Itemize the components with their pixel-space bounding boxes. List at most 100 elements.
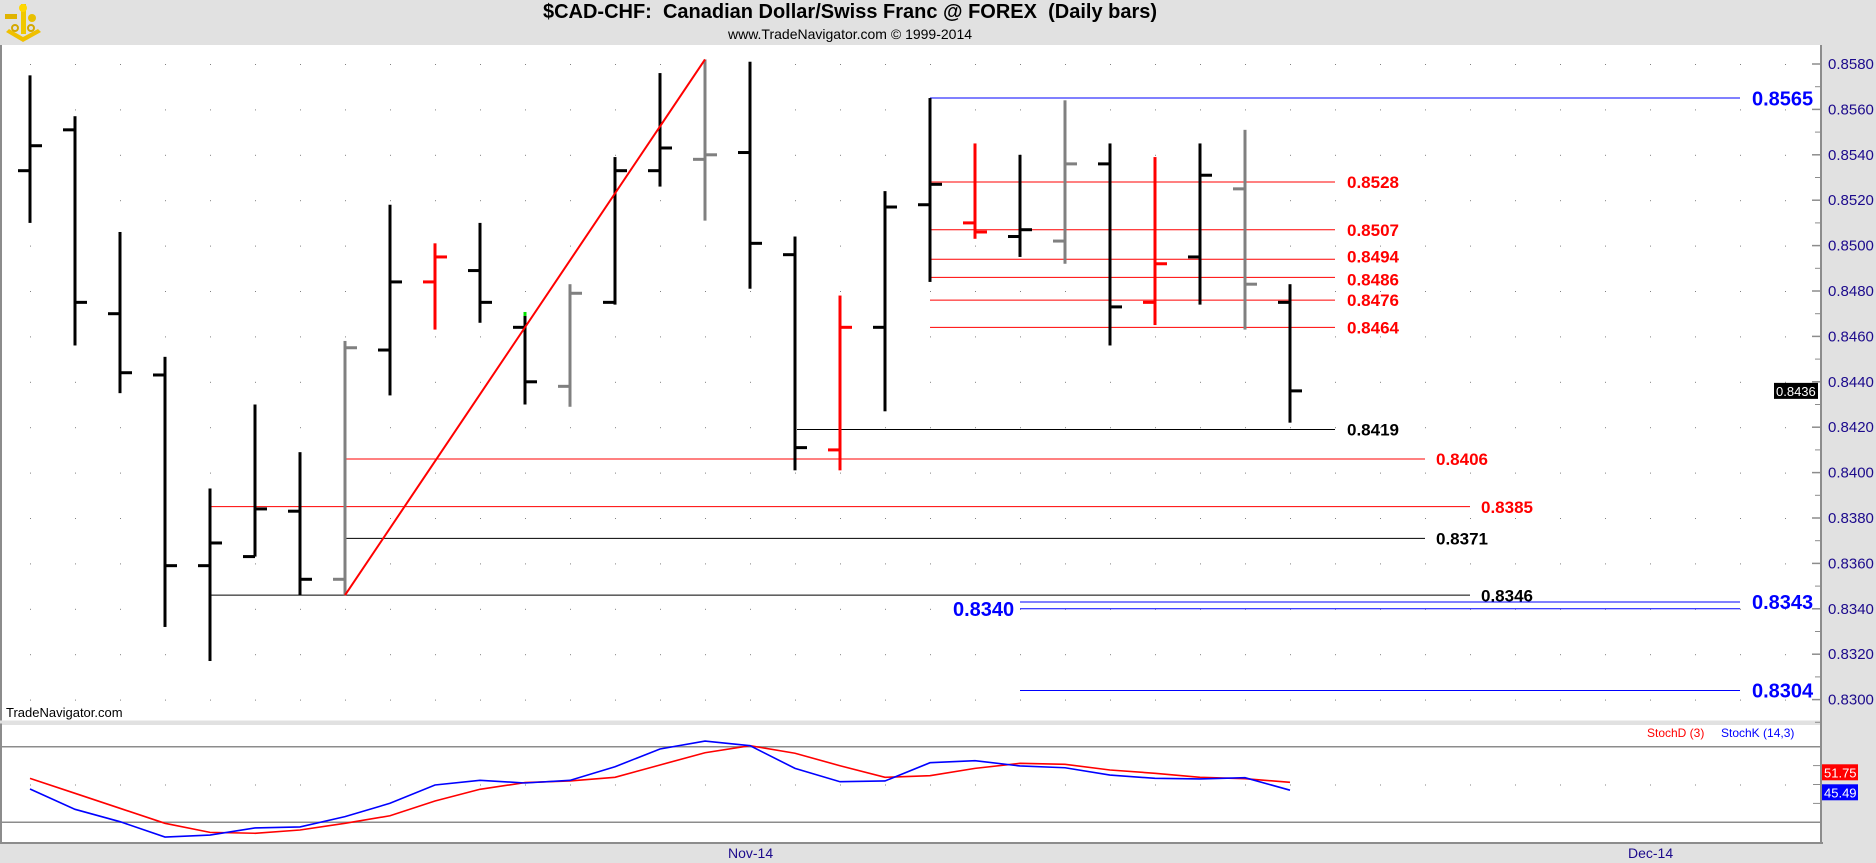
y-tick-label: 0.8580 [1828, 56, 1874, 73]
grid-dot [525, 154, 526, 156]
grid-dot [1110, 472, 1111, 474]
grid-dot [1245, 518, 1246, 519]
grid-dot [1605, 64, 1606, 65]
grid-dot [1425, 654, 1426, 656]
grid-dot [1605, 518, 1606, 519]
grid-dot [390, 699, 391, 701]
bar-close-tick [975, 230, 987, 234]
grid-dot [525, 200, 526, 202]
grid-dot [930, 427, 931, 429]
grid-dot [1515, 381, 1516, 383]
grid-dot [1785, 784, 1786, 786]
grid-dot [435, 109, 436, 111]
grid-dot [660, 654, 661, 656]
bar-close-tick [750, 241, 762, 245]
grid-dot [435, 563, 436, 565]
grid-dot [1335, 472, 1336, 474]
grid-dot [705, 245, 706, 247]
grid-dot [1515, 654, 1516, 656]
grid-dot [975, 109, 976, 111]
grid-dot [1785, 154, 1786, 156]
grid-dot [885, 563, 886, 565]
grid-dot [120, 654, 121, 656]
grid-dot [750, 699, 751, 701]
bar-range [1243, 129, 1247, 330]
grid-dot [1110, 654, 1111, 656]
grid-dot [1650, 200, 1651, 202]
grid-dot [75, 699, 76, 701]
grid-dot [30, 64, 31, 65]
grid-dot [1065, 472, 1066, 474]
bar-close-tick [1155, 262, 1167, 266]
grid-dot [570, 784, 571, 786]
grid-dot [165, 784, 166, 786]
grid-dot [390, 154, 391, 156]
grid-dot [1245, 654, 1246, 656]
grid-dot [840, 472, 841, 474]
grid-dot [210, 784, 211, 786]
grid-dot [615, 154, 616, 156]
bar-close-tick [1290, 389, 1302, 393]
grid-dot [1785, 381, 1786, 383]
grid-dot [795, 200, 796, 202]
grid-dot [705, 518, 706, 519]
stoch-k-value: 45.49 [1824, 785, 1857, 800]
grid-dot [120, 427, 121, 429]
grid-dot [1650, 784, 1651, 786]
grid-dot [615, 784, 616, 786]
grid-dot [345, 245, 346, 247]
bar-range [163, 356, 167, 627]
grid-dot [1695, 336, 1696, 338]
grid-dot [570, 563, 571, 565]
grid-dot [300, 64, 301, 65]
grid-dot [840, 784, 841, 786]
grid-dot [615, 427, 616, 429]
grid-dot [570, 608, 571, 610]
grid-dot [615, 109, 616, 111]
bar-open-tick [1053, 239, 1065, 243]
grid-dot [840, 654, 841, 656]
grid-dot [480, 336, 481, 338]
bar-open-tick [1188, 255, 1200, 259]
grid-dot [930, 654, 931, 656]
grid-dot [1515, 784, 1516, 786]
ohlc-bar [1008, 154, 1032, 257]
grid-dot [660, 381, 661, 383]
level-label-0.8371: 0.8371 [1436, 530, 1488, 549]
grid-dot [1200, 427, 1201, 429]
grid-dot [345, 154, 346, 156]
grid-dot [1695, 699, 1696, 701]
grid-dot [390, 784, 391, 786]
grid-dot [1425, 381, 1426, 383]
grid-dot [300, 381, 301, 383]
grid-dot [1785, 200, 1786, 202]
grid-dot [1650, 563, 1651, 565]
ohlc-bar [738, 61, 762, 289]
grid-dot [1695, 784, 1696, 786]
grid-dot [1515, 64, 1516, 65]
grid-dot [1470, 109, 1471, 111]
grid-dot [480, 472, 481, 474]
grid-dot [30, 472, 31, 474]
grid-dot [165, 64, 166, 65]
bar-open-tick [288, 509, 300, 513]
ohlc-bar [963, 143, 987, 239]
ohlc-bar [1053, 100, 1077, 264]
grid-dot [75, 784, 76, 786]
ohlc-bar [693, 59, 717, 221]
grid-dot [1470, 518, 1471, 519]
grid-dot [435, 64, 436, 65]
grid-dot [30, 784, 31, 786]
grid-dot [1470, 427, 1471, 429]
grid-dot [120, 563, 121, 565]
bar-open-tick [1143, 300, 1155, 304]
bar-range [1063, 100, 1067, 264]
grid-dot [1155, 654, 1156, 656]
grid-dot [660, 427, 661, 429]
stoch-panel [2, 725, 1821, 843]
grid-dot [975, 518, 976, 519]
bar-range [208, 488, 212, 662]
grid-dot [435, 518, 436, 519]
grid-dot [570, 154, 571, 156]
y-tick-label: 0.8520 [1828, 192, 1874, 209]
